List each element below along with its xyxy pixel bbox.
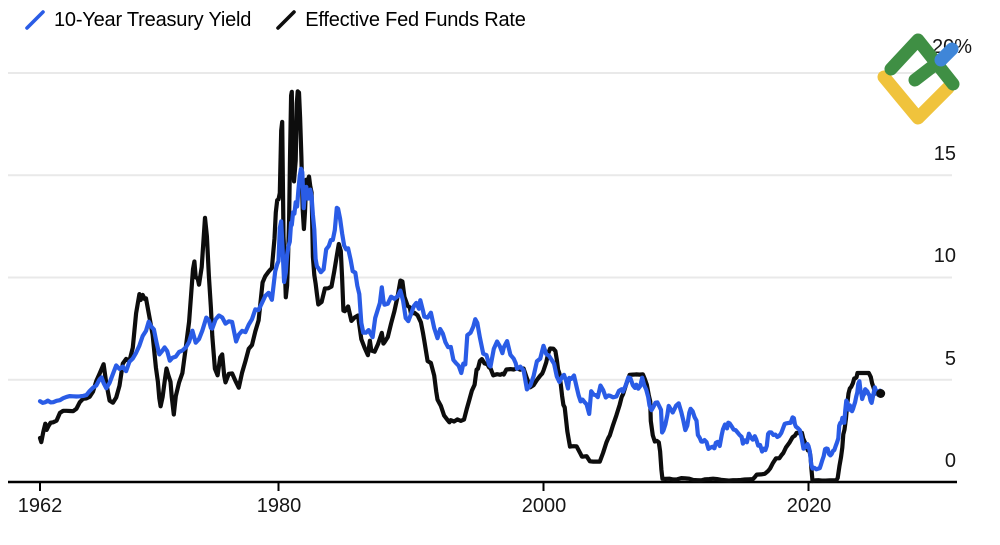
x-tick-label-1980: 1980 (256, 495, 302, 517)
fedfunds-endpoint-dot (876, 389, 886, 398)
legend-label-treasury: 10-Year Treasury Yield (54, 8, 252, 31)
litefinance-logo (877, 33, 960, 125)
legend-label-fedfunds: Effective Fed Funds Rate (305, 8, 526, 31)
y-tick-label-15: 15 (933, 143, 956, 165)
series-line-fedfunds (37, 89, 883, 484)
legend-item-treasury: 10-Year Treasury Yield (24, 8, 251, 32)
chart-legend: 10-Year Treasury Yield Effective Fed Fun… (24, 8, 526, 32)
x-tick-label-2000: 2000 (521, 495, 567, 517)
logo-yellow-chevron (877, 70, 955, 125)
legend-item-fedfunds: Effective Fed Funds Rate (275, 8, 526, 32)
logo-blue-dash (934, 42, 959, 67)
fedfunds-line-marker-icon (276, 10, 297, 30)
x-tick-label-2020: 2020 (786, 495, 832, 517)
x-tick-label-1962: 1962 (17, 495, 63, 517)
treasury-line-marker-icon (25, 10, 45, 30)
y-tick-label-10: 10 (933, 245, 956, 267)
logo-green-chevron (884, 33, 960, 91)
y-tick-label-0: 0 (944, 450, 956, 472)
series-line-treasury (37, 166, 885, 472)
y-tick-label-5: 5 (944, 348, 956, 370)
